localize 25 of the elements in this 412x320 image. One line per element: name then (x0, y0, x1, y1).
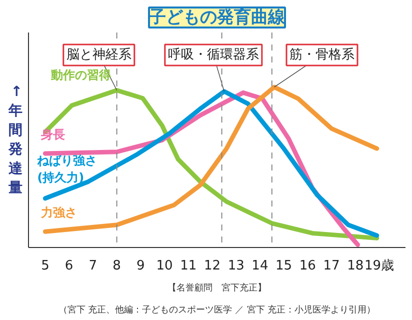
x-tick-label: 10 (156, 258, 173, 274)
chart-title: 子どもの発育曲線 (148, 6, 286, 28)
series-label: 力強さ (40, 206, 78, 220)
x-tick-label: 6 (64, 258, 74, 274)
x-tick-label: 8 (112, 258, 121, 274)
series-label: 身長 (40, 127, 66, 142)
x-tick-label: 11 (180, 258, 197, 274)
x-tick-label: 5 (41, 258, 50, 274)
text: 【名誉顧問 宮下充正】 (168, 282, 266, 294)
y-axis-title: ↑年間発達量 (8, 84, 24, 196)
x-tick-label: 15 (276, 258, 292, 274)
x-tick-label: 14 (252, 258, 268, 274)
x-tick-label: 13 (228, 258, 244, 274)
x-tick-label: 9 (136, 258, 145, 274)
annotation: 呼吸・循環器系 (168, 47, 259, 62)
x-tick-label: 12 (204, 258, 221, 274)
x-tick-label: 18 (347, 258, 364, 274)
x-tick-label: 17 (323, 258, 340, 274)
x-tick-label: 7 (88, 258, 98, 274)
annotation: 筋・骨格系 (289, 47, 354, 62)
text: （宮下 充正、他編：子どものスポーツ医学 ／ 宮下 充正：小児医学より引用） (58, 304, 376, 316)
x-tick-label: 19歳 (364, 258, 394, 274)
annotation: 脳と神経系 (66, 47, 132, 62)
x-tick-label: 16 (299, 258, 316, 274)
series-label: ねばり強さ (持久力) (37, 154, 98, 184)
